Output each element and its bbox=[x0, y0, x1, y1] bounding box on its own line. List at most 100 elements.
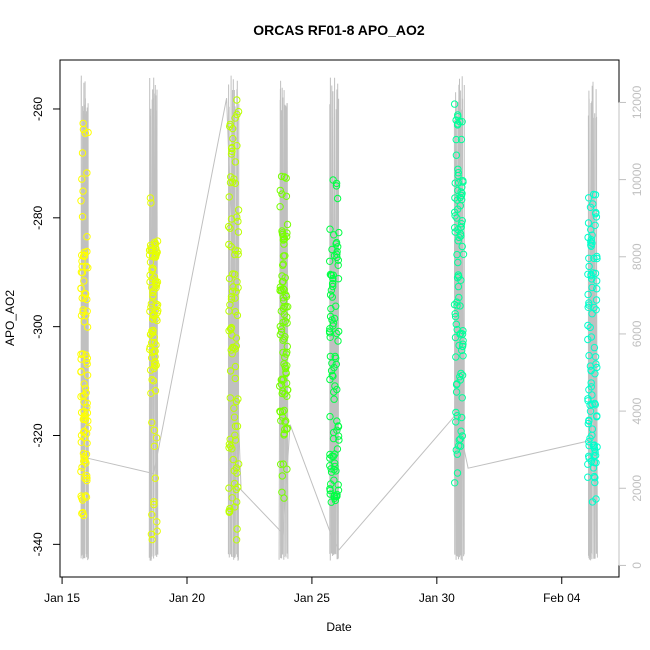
data-point bbox=[590, 343, 599, 352]
data-point bbox=[83, 476, 91, 485]
data-point bbox=[82, 262, 91, 271]
data-point bbox=[78, 213, 87, 221]
data-point bbox=[278, 389, 286, 398]
data-point bbox=[276, 322, 284, 331]
data-point bbox=[83, 169, 91, 177]
data-point bbox=[225, 440, 234, 448]
altitude-track-7 bbox=[587, 81, 598, 561]
data-point bbox=[152, 244, 160, 253]
data-point bbox=[454, 113, 462, 121]
data-point bbox=[83, 474, 91, 482]
data-point bbox=[585, 299, 593, 307]
data-point bbox=[150, 500, 158, 509]
data-point bbox=[282, 417, 290, 425]
data-point bbox=[83, 247, 91, 256]
data-point bbox=[234, 228, 243, 236]
data-point bbox=[82, 357, 91, 366]
data-point bbox=[232, 536, 241, 544]
data-point bbox=[231, 179, 240, 188]
data-point bbox=[588, 391, 596, 399]
data-point bbox=[230, 344, 238, 352]
data-point bbox=[588, 283, 596, 292]
data-point bbox=[150, 360, 159, 368]
data-point bbox=[454, 205, 462, 213]
data-point bbox=[280, 240, 288, 248]
x-tick-label: Jan 25 bbox=[294, 591, 330, 605]
data-point bbox=[453, 298, 461, 306]
data-point bbox=[77, 311, 86, 320]
plot-frame bbox=[59, 59, 620, 578]
data-point bbox=[458, 413, 466, 422]
data-point bbox=[228, 147, 236, 156]
data-point bbox=[333, 445, 342, 453]
data-point bbox=[279, 336, 287, 344]
data-point bbox=[227, 323, 236, 332]
data-point bbox=[451, 310, 459, 318]
altitude-track-6 bbox=[453, 76, 465, 561]
y-axis: -260 -280 -300 -320 -340 bbox=[31, 97, 61, 556]
data-point bbox=[84, 424, 92, 432]
data-point bbox=[326, 454, 334, 462]
data-point bbox=[333, 194, 342, 203]
data-point bbox=[589, 464, 598, 472]
data-point bbox=[283, 229, 291, 237]
data-point bbox=[330, 231, 338, 239]
data-point bbox=[329, 279, 337, 288]
y2-axis: 0 2000 4000 6000 8000 10000 12000 bbox=[618, 85, 644, 569]
data-point bbox=[234, 250, 242, 259]
data-point bbox=[282, 292, 291, 301]
data-point bbox=[333, 247, 341, 256]
data-point bbox=[587, 241, 595, 249]
data-point bbox=[327, 468, 336, 476]
y-tick-label: -300 bbox=[31, 314, 45, 338]
data-point bbox=[334, 261, 342, 269]
data-point bbox=[234, 206, 243, 214]
data-point bbox=[584, 335, 592, 344]
data-point bbox=[152, 315, 160, 323]
data-point bbox=[227, 293, 236, 301]
data-point bbox=[82, 493, 91, 501]
data-point bbox=[83, 409, 92, 417]
data-point bbox=[149, 326, 157, 335]
data-point bbox=[326, 450, 334, 459]
data-point bbox=[150, 498, 158, 506]
data-point bbox=[455, 293, 463, 302]
data-point bbox=[585, 194, 593, 202]
data-point bbox=[145, 251, 154, 259]
data-point bbox=[585, 441, 593, 450]
data-point bbox=[584, 233, 592, 242]
data-point bbox=[329, 319, 338, 327]
data-point bbox=[334, 275, 343, 283]
data-point bbox=[226, 301, 234, 309]
data-point bbox=[327, 498, 335, 506]
data-point bbox=[281, 353, 289, 361]
data-point bbox=[330, 476, 338, 484]
data-point bbox=[83, 371, 92, 379]
flight-points-6 bbox=[450, 100, 468, 487]
data-point bbox=[225, 484, 233, 492]
data-point bbox=[231, 436, 240, 444]
data-point bbox=[227, 173, 235, 181]
data-point bbox=[225, 444, 233, 452]
data-point bbox=[77, 368, 85, 376]
data-point bbox=[146, 278, 154, 286]
data-point bbox=[330, 395, 338, 403]
data-point bbox=[233, 422, 242, 430]
data-point bbox=[453, 450, 461, 458]
data-point bbox=[584, 303, 592, 311]
data-point bbox=[457, 223, 465, 232]
data-point bbox=[233, 525, 241, 533]
data-point bbox=[591, 221, 599, 230]
data-point bbox=[149, 287, 158, 295]
data-point bbox=[459, 178, 467, 186]
data-point bbox=[152, 361, 160, 369]
data-point bbox=[147, 246, 156, 255]
data-point bbox=[79, 187, 87, 195]
data-point bbox=[279, 460, 287, 468]
data-point bbox=[588, 498, 597, 506]
data-point bbox=[280, 335, 288, 343]
data-point bbox=[451, 333, 460, 342]
data-point bbox=[328, 371, 336, 379]
data-point bbox=[326, 333, 334, 341]
data-point bbox=[83, 399, 91, 407]
